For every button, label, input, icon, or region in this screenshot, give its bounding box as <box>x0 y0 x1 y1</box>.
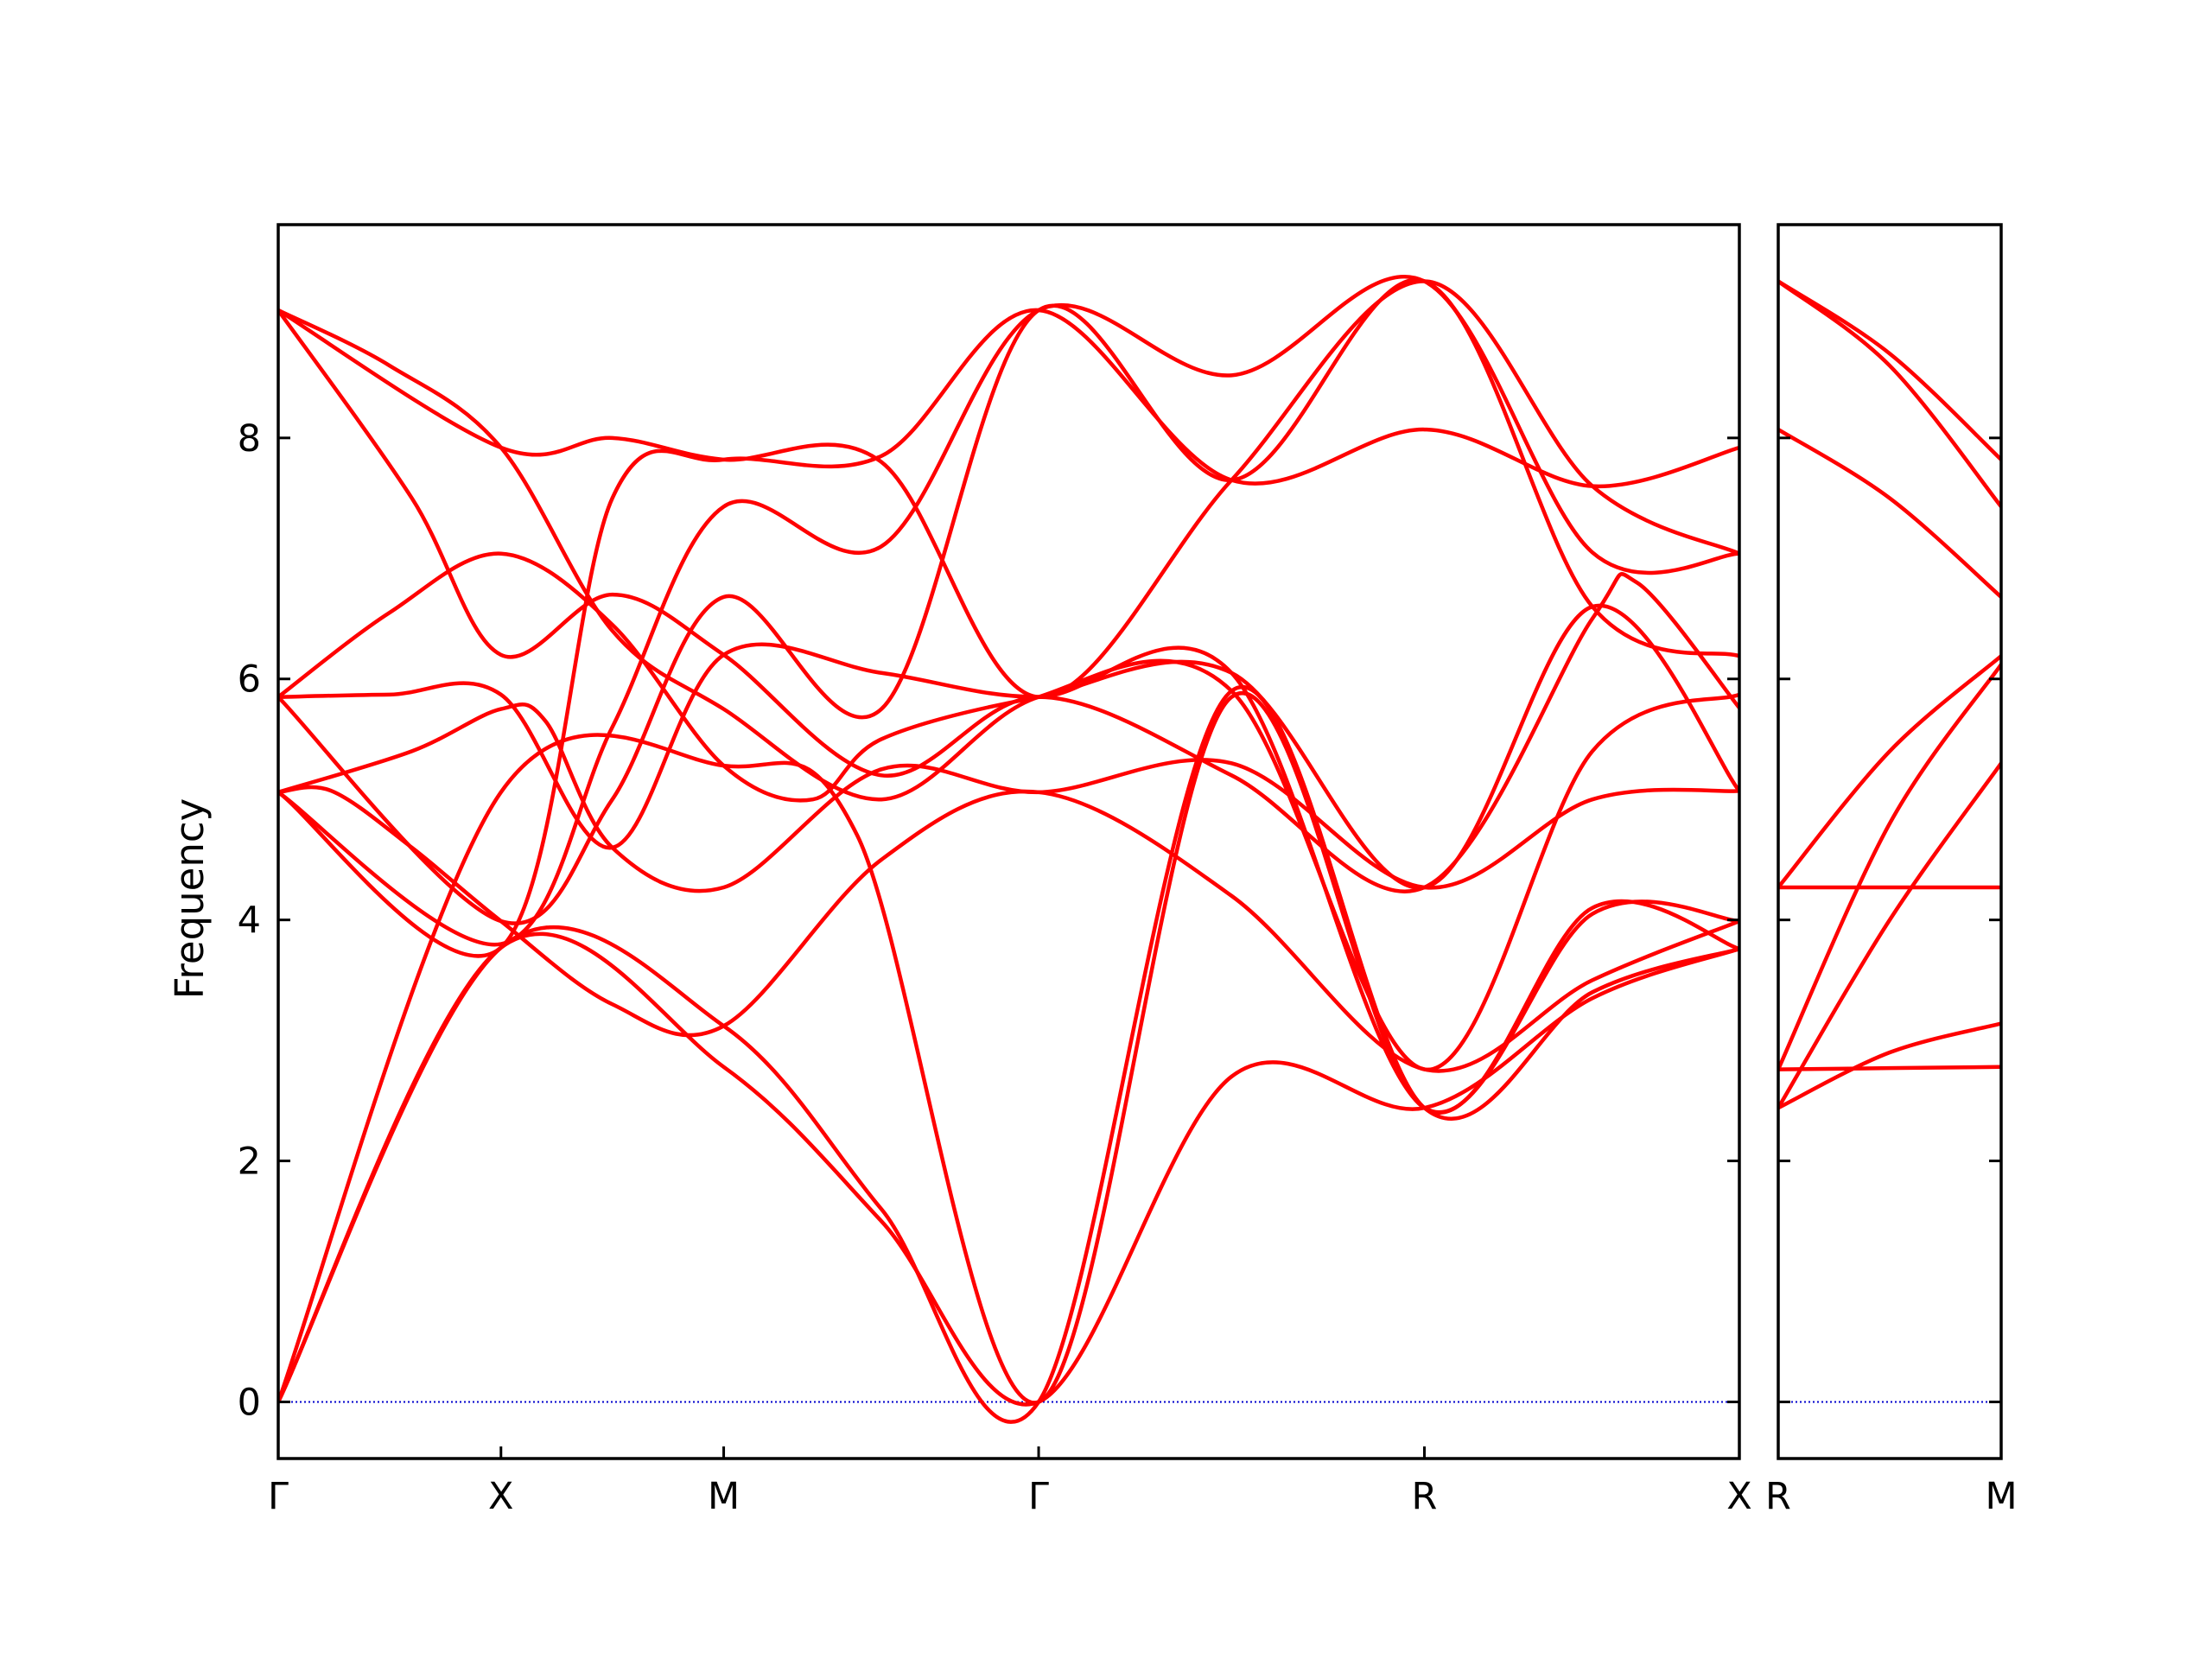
band-rm-2 <box>1778 1065 2001 1071</box>
x-tick-label: R <box>1765 1475 1791 1518</box>
y-tick-label: 0 <box>238 1381 261 1424</box>
x-tick-label: X <box>1726 1475 1751 1518</box>
x-tick-label: R <box>1412 1475 1438 1518</box>
band-rm-6 <box>1778 653 2001 890</box>
band-rm-1 <box>1778 1021 2001 1110</box>
band-rm-8 <box>1778 279 2001 509</box>
band-main-13 <box>278 279 1739 699</box>
x-tick-label: M <box>708 1475 740 1518</box>
band-main-11 <box>278 274 1739 947</box>
band-main-9 <box>278 308 1739 1071</box>
band-main-6 <box>278 642 1739 1115</box>
band-main-5 <box>278 702 1739 893</box>
band-rm-9 <box>1778 279 2001 462</box>
band-main-8 <box>278 308 1739 893</box>
y-tick-label: 4 <box>238 899 261 943</box>
band-main-7 <box>278 551 1739 890</box>
band-main-1 <box>278 931 1739 1407</box>
x-tick-label: Γ <box>268 1475 289 1518</box>
panel-0-plot-area <box>278 274 1739 1424</box>
band-rm-7 <box>1778 427 2001 600</box>
x-tick-label: Γ <box>1028 1475 1049 1518</box>
band-rm-4 <box>1778 662 2001 1071</box>
band-rm-3 <box>1778 761 2001 1110</box>
panel-1-plot-area <box>1778 279 2001 1403</box>
band-main-10 <box>278 277 1739 925</box>
x-tick-label: X <box>488 1475 513 1518</box>
band-main-4 <box>278 785 1739 1073</box>
band-main-3 <box>278 691 1739 1405</box>
panel-1-frame <box>1777 223 2003 1460</box>
y-axis-label: Frequency <box>167 798 213 999</box>
y-tick-label: 6 <box>238 658 261 702</box>
band-main-2 <box>278 685 1739 1424</box>
y-tick-label: 2 <box>238 1141 261 1184</box>
band-main-12 <box>278 308 1739 958</box>
y-tick-label: 8 <box>238 417 261 461</box>
x-tick-label: M <box>1985 1475 2017 1518</box>
panel-0-frame <box>276 223 1741 1460</box>
